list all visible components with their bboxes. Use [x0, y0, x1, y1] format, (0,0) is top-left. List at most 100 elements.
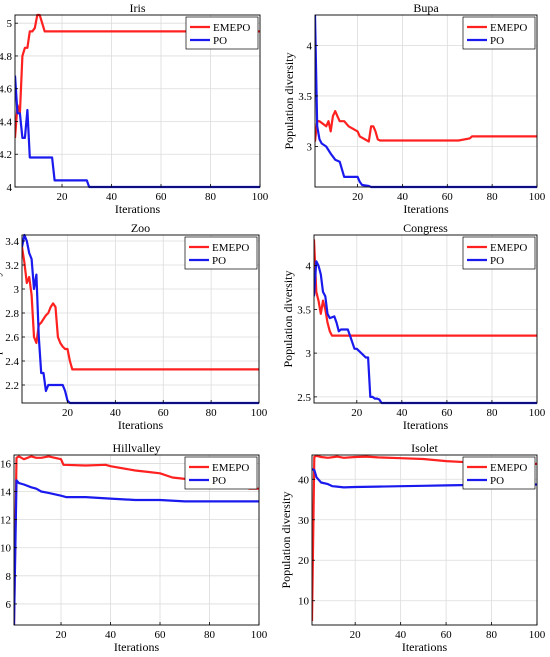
series-line-po [314, 260, 537, 405]
x-tick-label: 80 [204, 629, 216, 641]
y-tick-label: 2.6 [5, 332, 19, 344]
x-tick-label: 100 [252, 191, 269, 203]
x-tick-label: 20 [350, 629, 362, 641]
x-tick-label: 20 [352, 191, 364, 203]
x-axis-label: Iterations [402, 640, 448, 654]
y-tick-label: 10 [298, 596, 310, 608]
y-tick-label: 12 [0, 515, 11, 527]
x-tick-label: 80 [487, 191, 499, 203]
y-tick-label: 2.2 [5, 380, 19, 392]
chart-title: Zoo [131, 221, 150, 235]
y-tick-label: 3.4 [5, 236, 19, 248]
x-tick-label: 40 [396, 407, 408, 419]
x-axis-label: Iterations [118, 418, 164, 432]
legend-label-po: PO [213, 35, 227, 47]
y-tick-label: 4.4 [0, 116, 13, 128]
y-axis-label: Population diversity [282, 53, 296, 150]
legend-label-emepo: EMEPO [212, 462, 249, 474]
chart-title: Isolet [411, 441, 438, 455]
y-tick-label: 3.2 [5, 260, 19, 272]
y-tick-label: 16 [0, 458, 12, 470]
x-axis-label: Iterations [114, 640, 160, 654]
x-tick-label: 100 [251, 629, 268, 641]
legend-box [462, 16, 536, 50]
chart-panel-bupa: 20 40 60 80 100 3 3.5 4 Bupa Iterations Population… [282, 1, 546, 216]
y-tick-label: 3 [307, 142, 313, 154]
y-tick-label: 40 [298, 474, 310, 486]
y-tick-label: 4.2 [0, 149, 12, 161]
x-tick-label: 80 [206, 407, 218, 419]
x-tick-label: 60 [442, 191, 454, 203]
chart-title: Iris [130, 1, 146, 15]
y-tick-label: 20 [298, 555, 310, 567]
x-tick-label: 40 [395, 629, 407, 641]
chart-panel-zoo: 20 40 60 80 100 2.2 2.4 2.6 2.8 3 3.2 3.4 Zoo Iterati… [0, 221, 268, 432]
x-tick-label: 60 [441, 629, 453, 641]
series-line-po [14, 479, 259, 626]
x-tick-label: 100 [529, 407, 546, 419]
axes-frame [13, 454, 260, 626]
y-tick-label: 4.8 [0, 51, 13, 63]
x-tick-label: 100 [529, 191, 546, 203]
y-tick-label: 2.5 [297, 392, 311, 404]
chart-title: Congress [403, 221, 448, 235]
series-line-po [22, 233, 259, 405]
x-tick-label: 60 [156, 191, 168, 203]
x-tick-label: 40 [106, 191, 118, 203]
y-tick-label: 4.6 [0, 84, 13, 96]
y-tick-label: 2.8 [5, 308, 19, 320]
y-tick-label: 2.4 [5, 356, 19, 368]
legend-label-emepo: EMEPO [490, 462, 527, 474]
x-tick-label: 20 [57, 191, 69, 203]
series-line-emepo [314, 239, 537, 337]
y-tick-label: 3 [14, 284, 20, 296]
chart-title: Hillvalley [113, 441, 161, 455]
x-tick-label: 40 [105, 629, 117, 641]
x-tick-label: 40 [397, 191, 409, 203]
legend-box [462, 236, 536, 270]
axes-frame [314, 14, 538, 188]
series-line-emepo [315, 109, 537, 143]
x-axis-label: Iterations [403, 418, 449, 432]
chart-panel-iris: 20 40 60 80 100 4 4.2 4.4 4.6 4.8 5 Iris Iterations P… [0, 1, 269, 216]
series-line-emepo [22, 246, 259, 371]
series-line-po [15, 75, 260, 189]
legend-label-emepo: EMEPO [490, 242, 527, 254]
y-tick-label: 4 [306, 261, 312, 273]
legend-box [462, 456, 536, 490]
x-tick-label: 60 [155, 629, 167, 641]
x-tick-label: 80 [486, 629, 498, 641]
x-tick-label: 40 [110, 407, 122, 419]
legend-label-po: PO [212, 255, 226, 267]
legend-label-emepo: EMEPO [490, 22, 527, 34]
legend-box [185, 16, 259, 50]
y-tick-label: 4 [7, 182, 13, 194]
y-tick-label: 4 [307, 40, 313, 52]
x-tick-label: 100 [251, 407, 268, 419]
y-tick-label: 8 [6, 571, 12, 583]
axes-frame [313, 234, 538, 404]
x-tick-label: 80 [205, 191, 217, 203]
x-axis-label: Iterations [403, 202, 449, 216]
y-tick-label: 3 [306, 348, 312, 360]
x-tick-label: 60 [158, 407, 170, 419]
y-axis-label: Population diversity [281, 271, 295, 368]
x-tick-label: 60 [441, 407, 453, 419]
y-axis-label: Population diversity [279, 492, 293, 589]
series-line-po [315, 14, 537, 189]
axes-frame [14, 14, 261, 188]
x-tick-label: 80 [486, 407, 498, 419]
axes-frame [21, 234, 260, 404]
chart-panel-hillvalley: 20 40 60 80 100 6 8 10 12 14 16 Hillvalley Iteration… [0, 441, 268, 654]
x-tick-label: 20 [62, 407, 74, 419]
legend-label-po: PO [490, 475, 504, 487]
x-tick-label: 100 [529, 629, 546, 641]
axes-frame [311, 454, 538, 626]
y-axis-label: Population diversity [0, 271, 3, 368]
legend-label-emepo: EMEPO [213, 22, 250, 34]
legend-label-po: PO [490, 35, 504, 47]
